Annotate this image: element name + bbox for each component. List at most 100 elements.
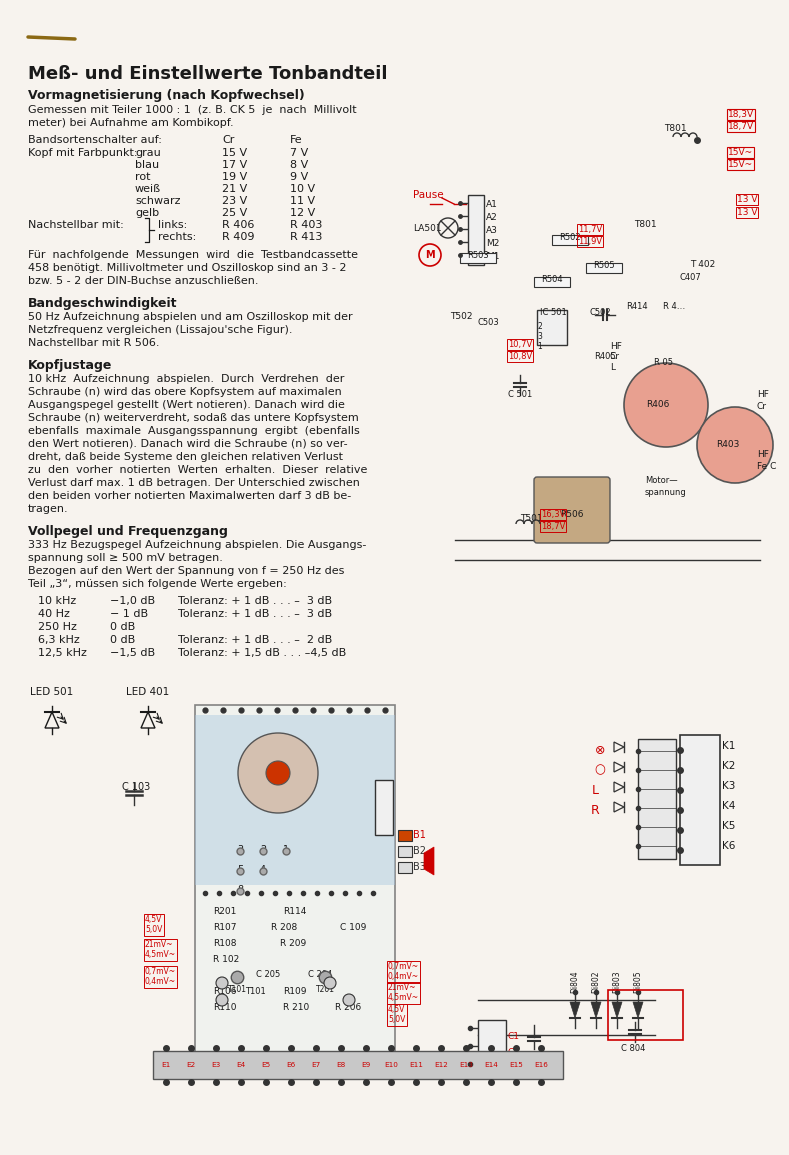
Text: 21 V: 21 V <box>222 184 247 194</box>
Text: meter) bei Aufnahme am Kombikopf.: meter) bei Aufnahme am Kombikopf. <box>28 118 234 128</box>
Text: Gemessen mit Teiler 1000 : 1  (z. B. CK 5  je  nach  Millivolt: Gemessen mit Teiler 1000 : 1 (z. B. CK 5… <box>28 105 357 116</box>
Bar <box>195 715 395 885</box>
Text: R 403: R 403 <box>290 219 323 230</box>
Text: C 103: C 103 <box>122 782 150 792</box>
Text: E5: E5 <box>261 1061 271 1068</box>
Text: 18,7V: 18,7V <box>541 522 566 531</box>
Text: 4: 4 <box>260 865 266 875</box>
Text: 15V~: 15V~ <box>728 161 753 169</box>
Text: R504: R504 <box>541 275 563 284</box>
Text: R114: R114 <box>283 907 306 916</box>
Text: E4: E4 <box>237 1061 245 1068</box>
Circle shape <box>324 977 336 989</box>
Bar <box>398 830 412 841</box>
Text: LED 401: LED 401 <box>126 687 170 696</box>
Text: 21mV~
4,5mV~: 21mV~ 4,5mV~ <box>388 983 419 1003</box>
Text: T101: T101 <box>245 988 266 996</box>
Text: 19 V: 19 V <box>222 172 247 182</box>
Text: ○: ○ <box>595 763 605 776</box>
Circle shape <box>216 994 228 1006</box>
Text: R505: R505 <box>593 261 615 270</box>
Text: R 208: R 208 <box>271 923 297 932</box>
Text: spannung: spannung <box>645 489 686 497</box>
Text: Kopf mit Farbpunkt:: Kopf mit Farbpunkt: <box>28 148 137 158</box>
Text: R 210: R 210 <box>283 1003 309 1012</box>
Text: 11,7V: 11,7V <box>578 225 602 234</box>
Text: 0,7mV~
0,4mV~: 0,7mV~ 0,4mV~ <box>145 967 176 986</box>
Text: A3: A3 <box>486 226 498 234</box>
Text: Toleranz: + 1 dB . . . –  3 dB: Toleranz: + 1 dB . . . – 3 dB <box>178 596 332 606</box>
Text: T101: T101 <box>227 985 246 994</box>
Text: Cr: Cr <box>757 402 767 411</box>
Text: rot: rot <box>135 172 151 182</box>
Text: 10,8V: 10,8V <box>508 352 533 362</box>
Text: C2: C2 <box>508 1048 520 1057</box>
Text: Toleranz: + 1 dB . . . –  2 dB: Toleranz: + 1 dB . . . – 2 dB <box>178 635 332 644</box>
Text: K4: K4 <box>722 802 735 811</box>
Text: B1: B1 <box>413 830 426 840</box>
Text: C 803: C 803 <box>537 1053 562 1061</box>
Text: E2: E2 <box>186 1061 196 1068</box>
Text: R 413: R 413 <box>290 232 323 243</box>
Text: 10 kHz  Aufzeichnung  abspielen.  Durch  Verdrehen  der: 10 kHz Aufzeichnung abspielen. Durch Ver… <box>28 374 344 383</box>
Text: C407: C407 <box>680 273 701 282</box>
Text: 8: 8 <box>237 885 243 895</box>
Text: 23 V: 23 V <box>222 196 247 206</box>
Polygon shape <box>591 1003 601 1018</box>
Text: Di805: Di805 <box>634 970 642 993</box>
Text: K1: K1 <box>722 742 735 751</box>
Text: Di803: Di803 <box>612 970 622 993</box>
Text: Di802: Di802 <box>592 970 600 993</box>
Text: L: L <box>610 363 615 372</box>
Text: L: L <box>592 783 599 797</box>
Text: Ausgangspegel gestellt (Wert notieren). Danach wird die: Ausgangspegel gestellt (Wert notieren). … <box>28 400 345 410</box>
Text: 2: 2 <box>260 845 266 855</box>
Text: K5: K5 <box>722 821 735 830</box>
Text: Für  nachfolgende  Messungen  wird  die  Testbandcassette: Für nachfolgende Messungen wird die Test… <box>28 249 358 260</box>
Text: blau: blau <box>135 161 159 170</box>
Bar <box>680 735 720 865</box>
Bar <box>468 195 484 264</box>
Text: K2: K2 <box>722 761 735 772</box>
Text: C1: C1 <box>508 1033 520 1041</box>
Text: grau: grau <box>135 148 161 158</box>
Text: R503: R503 <box>467 251 489 260</box>
Text: links:: links: <box>158 219 187 230</box>
Text: 15V~: 15V~ <box>728 148 753 157</box>
Text: R 102: R 102 <box>213 955 239 964</box>
Text: −1,0 dB: −1,0 dB <box>110 596 155 606</box>
Text: C 205: C 205 <box>256 970 280 979</box>
Text: R502: R502 <box>559 233 581 243</box>
Text: Vollpegel und Frequenzgang: Vollpegel und Frequenzgang <box>28 526 228 538</box>
Text: R405: R405 <box>594 352 615 362</box>
Text: 10 kHz: 10 kHz <box>38 596 77 606</box>
Text: E7: E7 <box>312 1061 320 1068</box>
Text: den beiden vorher notierten Maximalwerten darf 3 dB be-: den beiden vorher notierten Maximalwerte… <box>28 491 351 501</box>
Text: Netzfrequenz vergleichen (Lissajou'sche Figur).: Netzfrequenz vergleichen (Lissajou'sche … <box>28 325 293 335</box>
Text: 4,5V
5,0V: 4,5V 5,0V <box>388 1005 406 1024</box>
Text: M2: M2 <box>486 239 499 248</box>
Text: HF: HF <box>757 450 768 459</box>
Text: T 402: T 402 <box>690 260 716 269</box>
Bar <box>460 253 496 263</box>
Text: 13 V: 13 V <box>737 208 757 217</box>
Text: R414: R414 <box>626 301 648 311</box>
Text: T801: T801 <box>664 124 686 133</box>
Text: 333 Hz Bezugspegel Aufzeichnung abspielen. Die Ausgangs-: 333 Hz Bezugspegel Aufzeichnung abspiele… <box>28 541 366 550</box>
Text: 0 dB: 0 dB <box>110 623 135 632</box>
Text: C 204: C 204 <box>308 970 332 979</box>
Text: R101: R101 <box>380 805 388 825</box>
Text: B3: B3 <box>413 862 426 872</box>
Text: Pause: Pause <box>413 191 443 200</box>
Text: zu  den  vorher  notierten  Werten  erhalten.  Dieser  relative: zu den vorher notierten Werten erhalten.… <box>28 465 368 475</box>
Text: R403: R403 <box>716 440 739 449</box>
Text: 25 V: 25 V <box>222 208 247 218</box>
Circle shape <box>697 407 773 483</box>
Text: 5: 5 <box>237 865 243 875</box>
Text: M1: M1 <box>486 252 499 261</box>
Text: R406: R406 <box>646 400 670 409</box>
Text: Nachstellbar mit:: Nachstellbar mit: <box>28 219 124 230</box>
Text: 2: 2 <box>537 322 542 331</box>
Text: Nachstellbar mit R 506.: Nachstellbar mit R 506. <box>28 338 159 348</box>
Text: 6,3 kHz: 6,3 kHz <box>38 635 80 644</box>
